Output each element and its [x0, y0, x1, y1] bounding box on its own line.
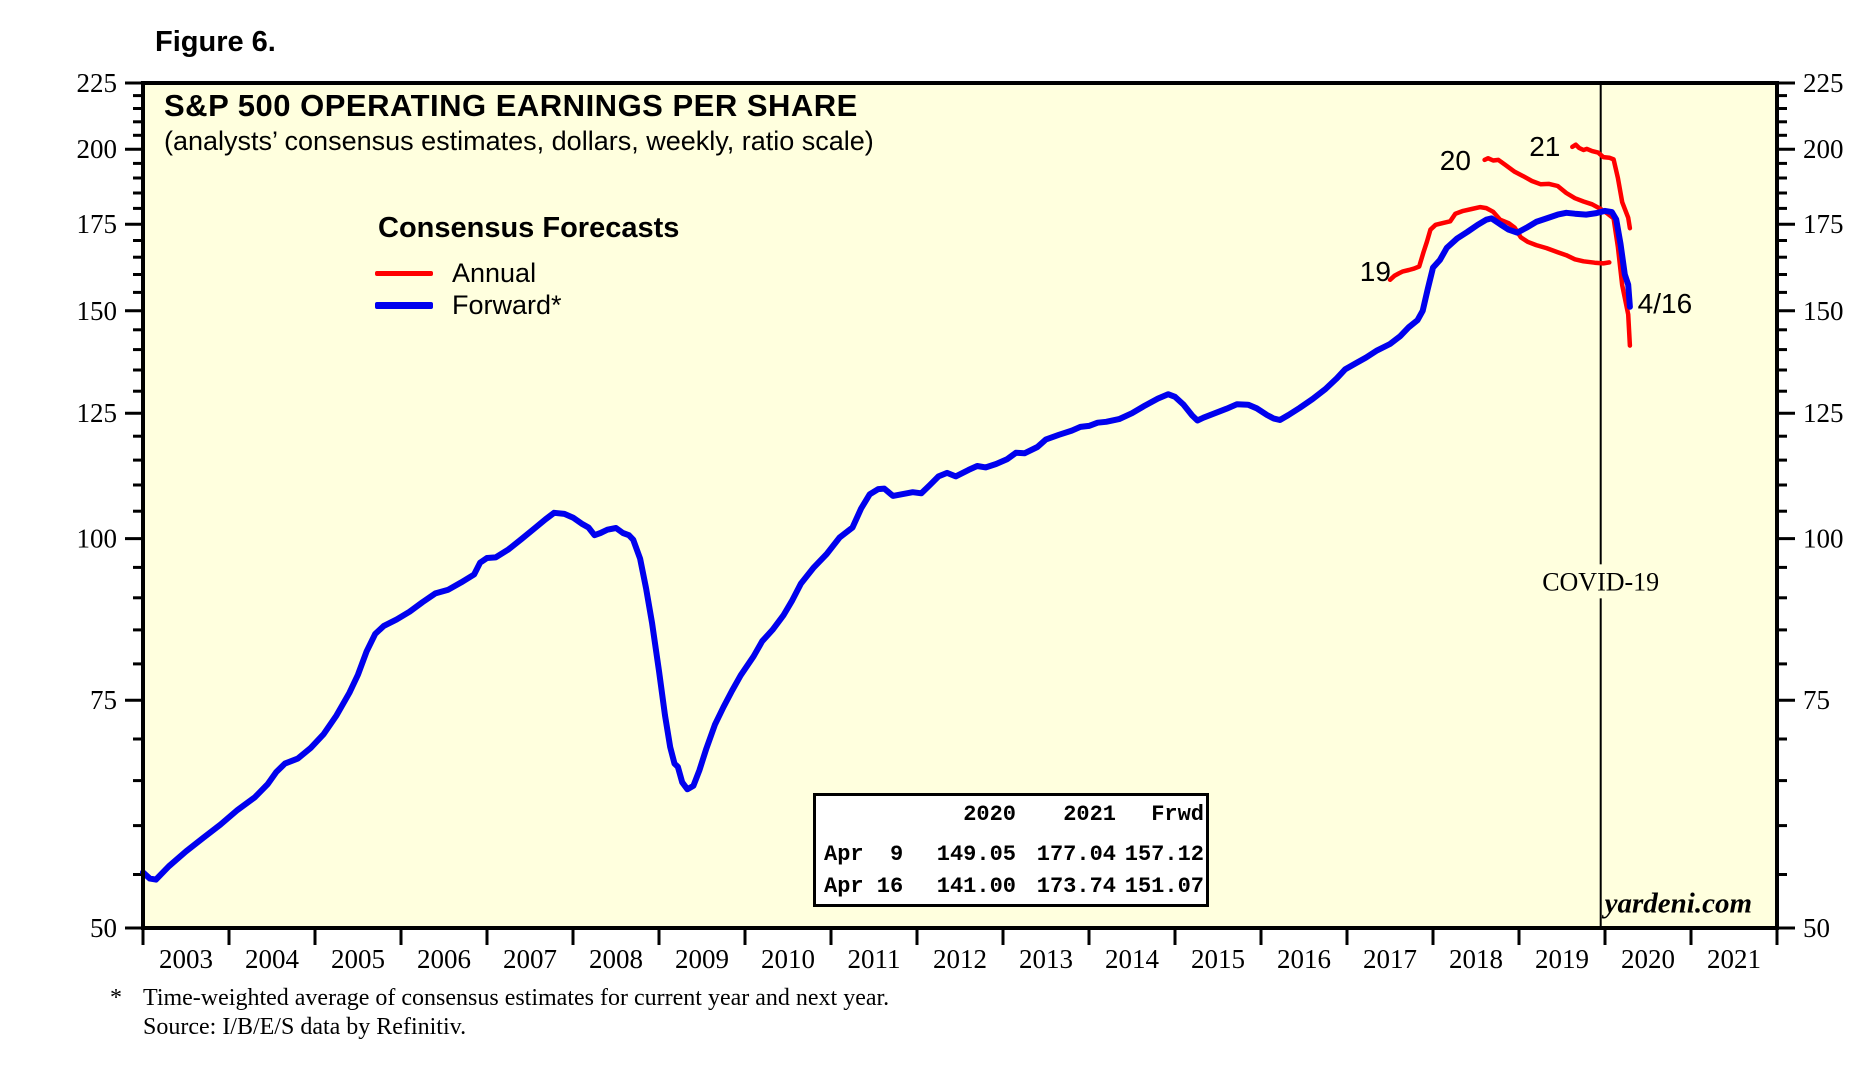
x-axis-year-label: 2008 — [589, 944, 643, 974]
x-axis-year-label: 2020 — [1621, 944, 1675, 974]
inset-table-cell: 151.07 — [1124, 873, 1204, 899]
footnote-asterisk: * — [110, 985, 122, 1011]
y-axis-label-right: 175 — [1803, 209, 1844, 239]
y-axis-label-left: 50 — [90, 913, 117, 943]
x-axis-year-label: 2021 — [1707, 944, 1761, 974]
x-axis-year-label: 2003 — [159, 944, 213, 974]
y-axis-label-right: 100 — [1803, 524, 1844, 554]
footnote-line2: Source: I/B/E/S data by Refinitiv. — [143, 1014, 467, 1040]
inset-table-row-label: Apr 16 — [824, 873, 904, 899]
legend: Consensus Forecasts Annual Forward* — [375, 212, 679, 321]
inset-table-cell: 177.04 — [1036, 842, 1116, 868]
legend-item-annual: Annual — [375, 257, 679, 289]
x-axis-year-label: 2013 — [1019, 944, 1073, 974]
inset-table-cell: 173.74 — [1036, 873, 1116, 899]
inset-table: 2020 2021 Frwd Apr 9 149.05 177.04 157.1… — [813, 793, 1209, 907]
y-axis-label-left: 100 — [77, 524, 118, 554]
y-axis-label-left: 225 — [77, 68, 118, 98]
label-4-16: 4/16 — [1638, 288, 1693, 319]
footnote: * Time-weighted average of consensus est… — [110, 984, 889, 1042]
y-axis-label-left: 125 — [77, 398, 118, 428]
label-21: 21 — [1529, 131, 1560, 162]
annual-consensus-2019-line — [1387, 204, 1612, 283]
y-axis-label-left: 75 — [90, 685, 117, 715]
forward-line-swatch — [375, 301, 433, 309]
inset-table-header-blank — [824, 801, 912, 832]
x-axis-year-label: 2006 — [417, 944, 471, 974]
x-axis-year-label: 2012 — [933, 944, 987, 974]
x-axis-year-label: 2015 — [1191, 944, 1245, 974]
y-axis-label-right: 200 — [1803, 134, 1844, 164]
plot-border — [141, 81, 1779, 930]
x-axis-year-label: 2011 — [848, 944, 901, 974]
annual-consensus-2021-line — [1570, 142, 1633, 231]
legend-title: Consensus Forecasts — [378, 212, 680, 244]
chart-subtitle: (analysts’ consensus estimates, dollars,… — [164, 126, 874, 156]
x-axis-year-label: 2019 — [1535, 944, 1589, 974]
inset-table-header-2020: 2020 — [963, 802, 1016, 827]
x-axis-year-label: 2018 — [1449, 944, 1503, 974]
inset-table-cell: 149.05 — [936, 842, 1016, 868]
y-axis-label-right: 150 — [1803, 296, 1844, 326]
annual-line-swatch — [375, 270, 433, 276]
y-axis-label-right: 225 — [1803, 68, 1844, 98]
x-axis-year-label: 2014 — [1105, 944, 1160, 974]
covid-label: COVID-19 — [1542, 567, 1659, 596]
y-axis-label-right: 125 — [1803, 398, 1844, 428]
y-axis-label-right: 50 — [1803, 913, 1830, 943]
label-20: 20 — [1440, 145, 1471, 176]
forward-earnings-line — [140, 207, 1633, 883]
inset-table-cell: 157.12 — [1124, 842, 1204, 868]
footnote-line1: Time-weighted average of consensus estim… — [143, 985, 890, 1011]
y-axis-label-right: 75 — [1803, 685, 1830, 715]
inset-table-header-frwd: Frwd — [1151, 802, 1204, 827]
x-axis-year-label: 2007 — [503, 944, 557, 974]
x-axis-year-label: 2017 — [1363, 944, 1417, 974]
x-axis-year-label: 2009 — [675, 944, 729, 974]
chart-title: S&P 500 OPERATING EARNINGS PER SHARE — [164, 88, 858, 123]
x-axis-year-label: 2005 — [331, 944, 385, 974]
footnote-lines: Time-weighted average of consensus estim… — [143, 984, 889, 1042]
x-axis-year-label: 2004 — [245, 944, 300, 974]
legend-item-annual-label: Annual — [452, 257, 537, 288]
legend-item-forward: Forward* — [375, 289, 679, 321]
label-19: 19 — [1360, 256, 1391, 287]
x-axis-year-label: 2016 — [1277, 944, 1331, 974]
inset-table-header-2021: 2021 — [1063, 802, 1116, 827]
y-axis-label-left: 150 — [77, 296, 118, 326]
watermark: yardeni.com — [1602, 887, 1752, 919]
covid-label-background — [1532, 564, 1669, 599]
y-axis-label-left: 175 — [77, 209, 118, 239]
y-axis-label-left: 200 — [77, 134, 118, 164]
inset-table-cell: 141.00 — [936, 873, 1016, 899]
legend-item-forward-label: Forward* — [452, 289, 562, 320]
figure-label: Figure 6. — [155, 26, 276, 58]
inset-table-row-label: Apr 9 — [824, 842, 904, 868]
x-axis-year-label: 2010 — [761, 944, 815, 974]
